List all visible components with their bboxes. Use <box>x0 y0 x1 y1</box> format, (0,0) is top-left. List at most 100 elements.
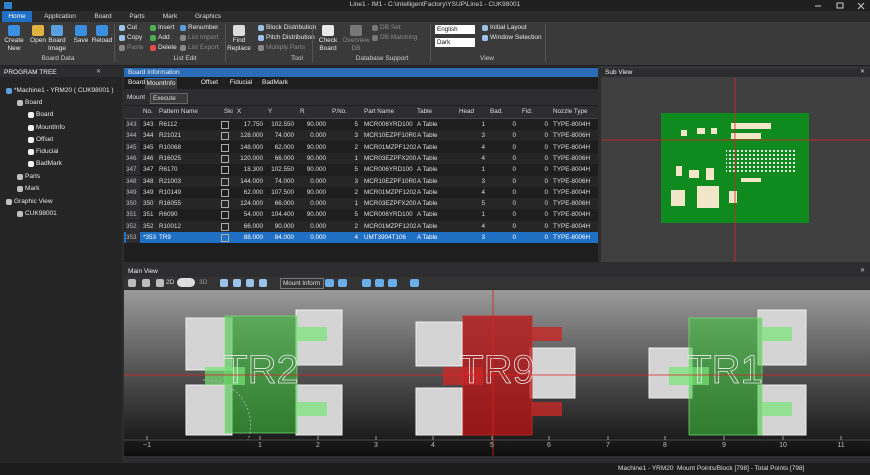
table-cell: 0 <box>512 188 516 196</box>
column-header: Part Name <box>364 108 395 115</box>
tree-item[interactable]: BadMark <box>36 160 63 167</box>
ribbon-button[interactable]: DB Set <box>380 24 401 31</box>
skip-checkbox[interactable] <box>221 222 229 231</box>
table-cell: 90.000 <box>306 188 326 196</box>
toggle[interactable] <box>177 278 195 287</box>
skip-checkbox[interactable] <box>221 234 229 242</box>
skip-checkbox[interactable] <box>221 121 229 129</box>
tree-item[interactable]: CUK98001 <box>25 210 57 217</box>
ribbon-button[interactable]: Create New <box>4 37 24 52</box>
ribbon-button[interactable]: Open <box>30 37 46 44</box>
tree-item[interactable]: Board <box>25 99 43 106</box>
icon <box>28 161 34 167</box>
skip-checkbox[interactable] <box>221 154 229 163</box>
table-cell: MCR10EZPF10R0 <box>364 132 416 140</box>
tree-item[interactable]: Mark <box>25 185 40 192</box>
table-row[interactable] <box>124 119 598 130</box>
table-row[interactable] <box>124 141 598 153</box>
skip-checkbox[interactable] <box>221 211 229 220</box>
ribbon-button[interactable]: Board Image <box>47 37 67 52</box>
board-tab[interactable]: Fiducial <box>229 79 253 86</box>
ribbon-button[interactable]: Copy <box>127 34 143 41</box>
table-cell: 344 <box>126 130 140 142</box>
skip-checkbox[interactable] <box>221 200 229 209</box>
table-row[interactable] <box>124 220 598 232</box>
dropdown[interactable]: Dark <box>435 38 475 47</box>
ribbon-button[interactable]: Renumber <box>188 24 219 31</box>
skip-checkbox[interactable] <box>221 132 229 141</box>
skip-checkbox[interactable] <box>221 166 229 175</box>
ribbon-button[interactable]: Insert <box>158 24 175 31</box>
table-cell: 90.000 <box>306 166 326 174</box>
ribbon-button[interactable]: Find Replace <box>227 37 251 52</box>
tree-item[interactable]: Parts <box>25 173 41 180</box>
panel-pin[interactable]: ✕ <box>96 69 102 75</box>
ribbon-button[interactable]: List Import <box>188 34 219 41</box>
table-cell: 3 <box>354 132 358 140</box>
ribbon-button[interactable]: List Export <box>188 44 219 51</box>
pad <box>185 384 233 436</box>
ribbon-tab[interactable]: Home <box>2 11 32 22</box>
layer-select[interactable]: Mount Inform <box>280 278 324 289</box>
table-row[interactable] <box>124 164 598 176</box>
table-cell: 2 <box>354 222 358 230</box>
ribbon-tab[interactable]: Parts <box>129 13 145 20</box>
ribbon-tab[interactable]: Graphics <box>194 13 221 20</box>
table-row[interactable] <box>124 130 598 142</box>
table-row[interactable] <box>124 198 598 210</box>
ruler-label: 10 <box>779 442 787 449</box>
ribbon-button[interactable]: Window Selection <box>490 34 542 41</box>
ribbon-tab[interactable]: Application <box>44 13 76 20</box>
ribbon-button[interactable]: DB Matching <box>380 34 418 41</box>
tree-item[interactable]: Fiducial <box>36 148 59 155</box>
tree-item[interactable]: *Machine1 - YRM20 ( CUK98001 ) <box>14 87 114 94</box>
close-main-view[interactable]: ✕ <box>860 268 866 274</box>
board-tab[interactable]: Offset <box>200 79 219 86</box>
ribbon-button[interactable]: Initial Layout <box>490 24 527 31</box>
ribbon-button[interactable]: Delete <box>158 44 177 51</box>
ribbon-button[interactable]: Reload <box>91 37 113 44</box>
table-row[interactable] <box>124 175 598 187</box>
ribbon-button[interactable]: Save <box>73 37 89 44</box>
ribbon-button[interactable]: Cut <box>127 24 138 31</box>
board-tab[interactable]: MountInfo <box>145 78 177 89</box>
tree-item[interactable]: MountInfo <box>36 124 65 131</box>
ribbon-button[interactable]: Overview DB <box>342 37 370 52</box>
skip-checkbox[interactable] <box>221 143 229 152</box>
mode-3d[interactable]: 3D <box>199 279 208 286</box>
skip-checkbox[interactable] <box>221 177 229 186</box>
ribbon-button[interactable]: Add <box>158 34 170 41</box>
ribbon-button[interactable]: Check Board <box>318 37 338 52</box>
board-tab[interactable]: BadMark <box>261 79 288 86</box>
mode-2d[interactable]: 2D <box>166 279 175 286</box>
table-cell: 128.000 <box>240 132 263 140</box>
tree-item[interactable]: Board <box>36 111 54 118</box>
skip-checkbox[interactable] <box>221 188 229 197</box>
table-row[interactable] <box>124 209 598 221</box>
board-tab[interactable]: Board <box>128 79 146 86</box>
dropdown[interactable]: English <box>435 25 475 34</box>
close-sub-view[interactable]: ✕ <box>860 69 866 75</box>
icon <box>17 100 23 106</box>
table-cell: 4 <box>481 154 485 162</box>
window-controls[interactable] <box>800 0 870 11</box>
ribbon-tab[interactable]: Board <box>94 13 112 20</box>
table-cell: 3 <box>481 234 485 241</box>
ribbon-tab[interactable]: Mark <box>162 13 178 20</box>
icon <box>258 25 264 31</box>
tree-item[interactable]: Offset <box>36 136 54 143</box>
ribbon-button[interactable]: Pitch Distribution <box>266 34 315 41</box>
ribbon-button[interactable]: Block Distribution <box>266 24 317 31</box>
ruler-label: 1 <box>258 442 262 449</box>
table-row[interactable] <box>124 152 598 164</box>
maximize[interactable] <box>836 2 844 9</box>
table-row[interactable] <box>124 232 598 243</box>
column-header: Bad. <box>490 108 503 115</box>
ribbon-button[interactable]: Multiply Parts <box>266 44 306 51</box>
mode-select[interactable]: Execute <box>150 93 188 104</box>
ribbon-button[interactable]: Paste <box>127 44 144 51</box>
table-row[interactable] <box>124 186 598 198</box>
tree-item[interactable]: Graphic View <box>14 198 53 205</box>
lead <box>297 402 327 416</box>
close[interactable] <box>857 2 865 10</box>
